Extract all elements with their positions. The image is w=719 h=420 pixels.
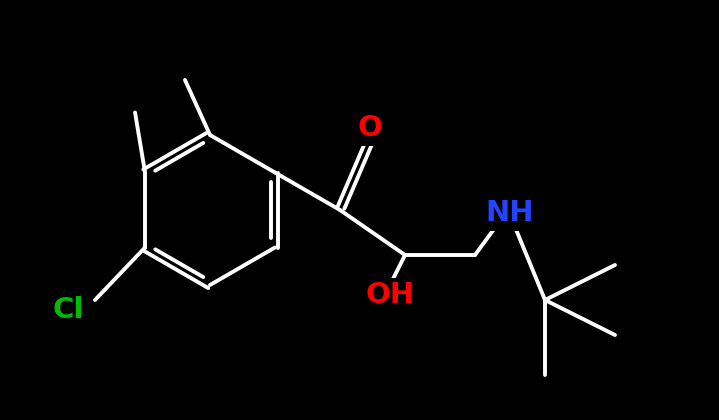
Text: OH: OH [365, 281, 415, 309]
Text: NH: NH [486, 199, 534, 227]
Text: O: O [357, 114, 383, 142]
Text: Cl: Cl [52, 296, 83, 324]
